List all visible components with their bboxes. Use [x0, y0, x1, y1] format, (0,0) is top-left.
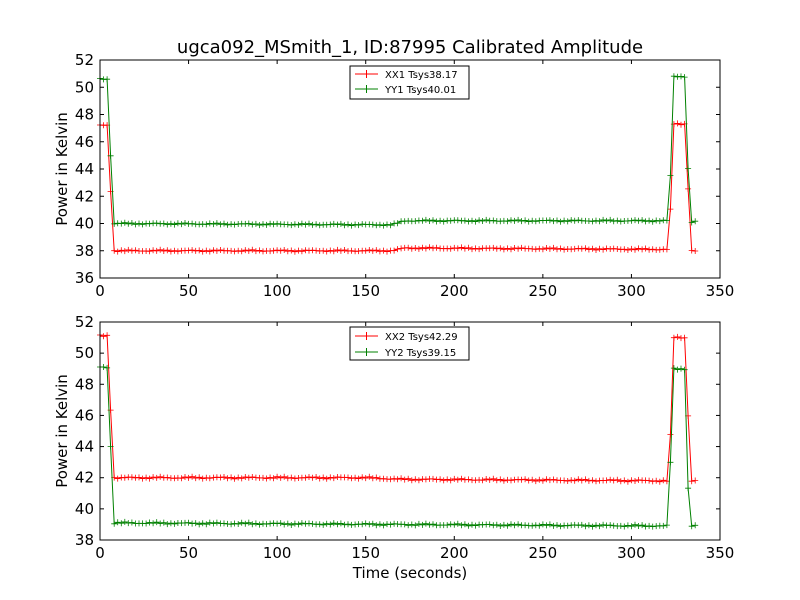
bottom-plot-ticks: 0 50 100 150 200 250 300 350 38 40 42 44 46 48 50 52	[75, 313, 734, 562]
y-tick-label: 52	[75, 51, 94, 69]
top-plot: 0 50 100 150 200 250 300 350363840424446485052 …	[53, 51, 734, 300]
legend-box	[349, 65, 470, 100]
x-tick-label: 250	[529, 282, 558, 300]
x-tick-label: 100	[263, 282, 292, 300]
y-tick-label: 38	[75, 242, 94, 260]
y-tick-label: 40	[75, 215, 94, 233]
y-tick-label: 48	[75, 106, 94, 124]
legend-box	[349, 326, 470, 361]
series-line	[99, 122, 696, 253]
x-tick-label: 50	[179, 544, 198, 562]
x-tick-label: 100	[263, 544, 292, 562]
top-plot-ylabel: Power in Kelvin	[53, 112, 71, 226]
y-tick-label: 50	[75, 344, 94, 362]
x-tick-label: 200	[440, 282, 469, 300]
series-line	[100, 366, 696, 528]
y-tick-label: 50	[75, 78, 94, 96]
bottom-plot-ylabel: Power in Kelvin	[53, 374, 71, 488]
top-plot-legend: XX1 Tsys38.17 YY1 Tsys40.01	[349, 65, 470, 100]
y-tick-label: 36	[75, 269, 94, 287]
series-xx1	[97, 120, 699, 255]
bottom-plot-frame	[99, 321, 721, 541]
y-tick-label: 42	[75, 469, 94, 487]
top-plot-series	[97, 73, 699, 255]
series-yy2	[97, 364, 699, 530]
bottom-plot-series	[97, 332, 699, 530]
legend-label-yy2: YY2 Tsys39.15	[384, 348, 456, 359]
x-tick-label: 200	[440, 544, 469, 562]
x-tick-label: 250	[529, 544, 558, 562]
x-tick-label: 50	[179, 282, 198, 300]
legend-label-xx2: XX2 Tsys42.29	[385, 332, 458, 343]
x-tick-label: 0	[95, 544, 105, 562]
x-tick-label: 0	[95, 282, 105, 300]
bottom-plot: 0 50 100 150 200 250 300 350 38 40 42 44 46 48 50 52 Po…	[53, 313, 734, 582]
bottom-plot-xlabel: Time (seconds)	[352, 564, 468, 582]
y-tick-label: 52	[75, 313, 94, 331]
x-tick-label: 150	[351, 544, 380, 562]
series-markers	[97, 364, 699, 530]
series-xx2	[97, 332, 699, 485]
series-markers	[97, 120, 699, 255]
top-plot-ticks: 0 50 100 150 200 250 300 350 36 38 40 42 44 46 48 50 52	[75, 51, 734, 300]
legend-label-yy1: YY1 Tsys40.01	[384, 85, 456, 96]
x-tick-label: 350	[706, 544, 735, 562]
y-tick-label: 44	[75, 160, 94, 178]
x-tick-label: 350	[706, 282, 735, 300]
y-tick-label: 44	[75, 438, 94, 456]
x-tick-label: 300	[617, 282, 646, 300]
y-tick-label: 40	[75, 500, 94, 518]
legend-label-xx1: XX1 Tsys38.17	[385, 70, 458, 81]
y-tick-label: 46	[75, 133, 94, 151]
y-tick-label: 48	[75, 375, 94, 393]
x-tick-label: 300	[617, 544, 646, 562]
y-tick-label: 42	[75, 187, 94, 205]
y-tick-label: 38	[75, 531, 94, 549]
y-tick-label: 46	[75, 406, 94, 424]
bottom-plot-legend: XX2 Tsys42.29 YY2 Tsys39.15	[349, 326, 470, 361]
x-tick-label: 150	[351, 282, 380, 300]
chart-title: ugca092_MSmith_1, ID:87995 Calibrated Am…	[177, 37, 643, 58]
